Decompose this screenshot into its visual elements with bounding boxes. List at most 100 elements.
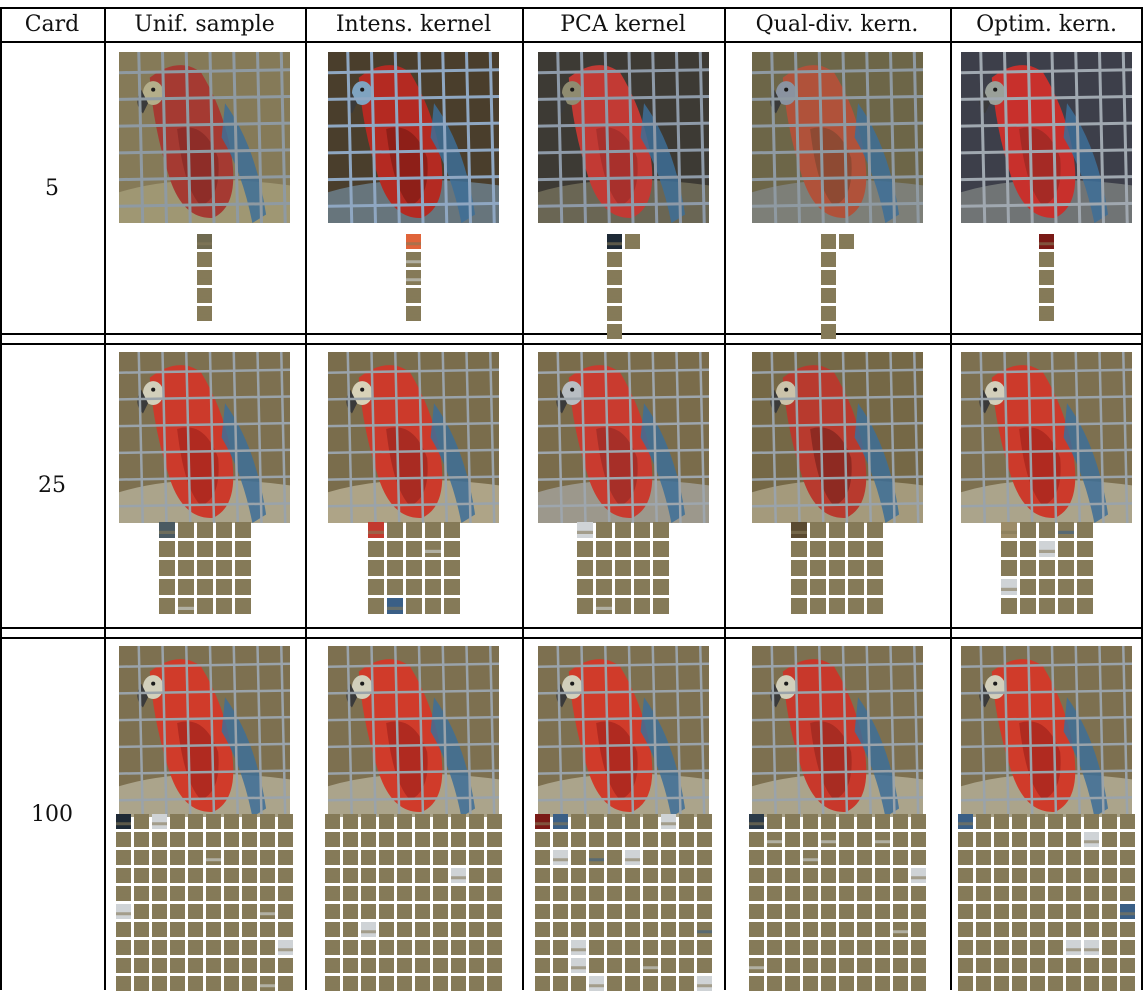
color-patch — [397, 886, 412, 901]
color-patch — [224, 850, 239, 865]
color-patch — [487, 850, 502, 865]
color-patch — [197, 541, 213, 557]
color-patch — [643, 850, 658, 865]
color-patch — [278, 922, 293, 937]
color-patch — [829, 522, 845, 538]
color-patch — [571, 832, 586, 847]
color-patch — [159, 560, 175, 576]
color-patch — [134, 814, 149, 829]
color-patch — [451, 904, 466, 919]
color-patch — [343, 850, 358, 865]
color-patch — [1102, 814, 1117, 829]
color-patch — [958, 886, 973, 901]
color-patch — [625, 850, 640, 865]
color-patch — [1039, 598, 1055, 614]
color-patch — [839, 976, 854, 991]
color-patch — [803, 886, 818, 901]
color-patch — [1030, 886, 1045, 901]
color-patch — [535, 976, 550, 991]
color-patch — [197, 288, 212, 303]
color-patch — [197, 252, 212, 267]
color-patch — [325, 868, 340, 883]
color-patch — [785, 832, 800, 847]
color-patch — [278, 868, 293, 883]
color-patch — [767, 940, 782, 955]
patch-swatch-grid — [749, 814, 926, 991]
color-patch — [343, 886, 358, 901]
color-patch — [1084, 814, 1099, 829]
color-patch — [625, 922, 640, 937]
color-patch — [1039, 541, 1055, 557]
color-patch — [1001, 541, 1017, 557]
color-patch — [152, 904, 167, 919]
color-patch — [116, 832, 131, 847]
color-patch — [589, 868, 604, 883]
color-patch — [1102, 958, 1117, 973]
color-patch — [958, 868, 973, 883]
color-patch — [235, 522, 251, 538]
color-patch — [134, 868, 149, 883]
color-patch — [1102, 832, 1117, 847]
color-patch — [178, 598, 194, 614]
color-patch — [653, 560, 669, 576]
color-patch — [278, 958, 293, 973]
color-patch — [791, 541, 807, 557]
color-patch — [325, 814, 340, 829]
table-column-rule — [950, 7, 952, 990]
table-top-rule — [0, 7, 1143, 9]
color-patch — [1084, 904, 1099, 919]
color-patch — [379, 850, 394, 865]
color-patch — [1102, 850, 1117, 865]
color-patch — [661, 904, 676, 919]
table-column-rule — [724, 7, 726, 990]
color-patch — [406, 522, 422, 538]
result-cell — [305, 344, 522, 627]
color-patch — [596, 560, 612, 576]
color-patch — [875, 868, 890, 883]
color-patch — [260, 814, 275, 829]
color-patch — [397, 922, 412, 937]
color-patch — [911, 814, 926, 829]
color-patch — [1077, 541, 1093, 557]
color-patch — [1048, 958, 1063, 973]
color-patch — [553, 958, 568, 973]
color-patch — [911, 922, 926, 937]
color-patch — [206, 976, 221, 991]
color-patch — [469, 904, 484, 919]
color-patch — [425, 522, 441, 538]
color-patch — [433, 850, 448, 865]
color-patch — [607, 922, 622, 937]
color-patch — [697, 922, 712, 937]
color-patch — [893, 832, 908, 847]
color-patch — [397, 904, 412, 919]
color-patch — [325, 940, 340, 955]
color-patch — [1084, 940, 1099, 955]
color-patch — [397, 958, 412, 973]
color-patch — [451, 958, 466, 973]
color-patch — [444, 522, 460, 538]
color-patch — [697, 940, 712, 955]
color-patch — [679, 922, 694, 937]
color-patch — [278, 940, 293, 955]
color-patch — [397, 850, 412, 865]
quantized-parrot-image — [752, 646, 923, 817]
color-patch — [821, 922, 836, 937]
color-patch — [451, 940, 466, 955]
color-patch — [625, 958, 640, 973]
color-patch — [803, 940, 818, 955]
color-patch — [848, 560, 864, 576]
color-patch — [406, 270, 421, 285]
table-row-rule — [0, 333, 1143, 335]
color-patch — [170, 850, 185, 865]
color-patch — [361, 976, 376, 991]
color-patch — [958, 814, 973, 829]
color-patch — [188, 904, 203, 919]
patch-swatch-grid — [577, 522, 669, 614]
color-patch — [433, 940, 448, 955]
color-patch — [1001, 579, 1017, 595]
color-patch — [625, 832, 640, 847]
color-patch — [1039, 522, 1055, 538]
color-patch — [1001, 560, 1017, 576]
color-patch — [553, 868, 568, 883]
